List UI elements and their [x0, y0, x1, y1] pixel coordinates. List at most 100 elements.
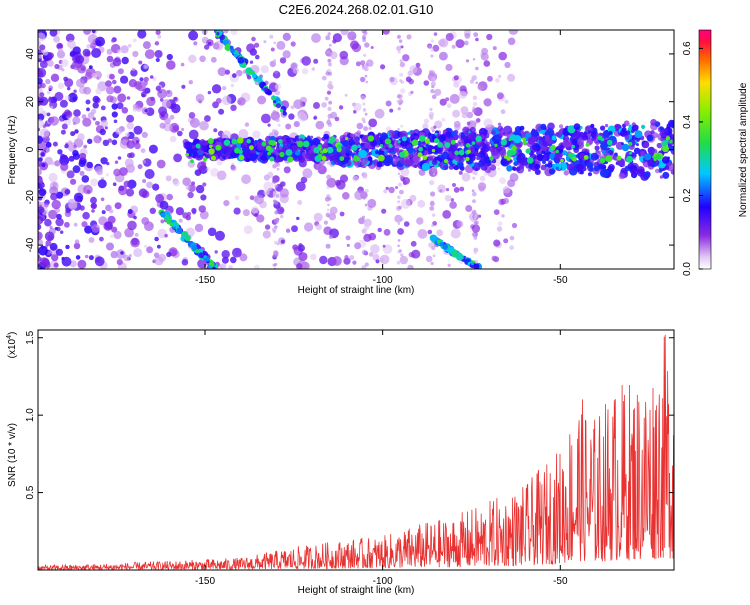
heatmap-cell — [414, 135, 419, 140]
heatmap-cell — [228, 265, 233, 269]
heatmap-cell — [397, 140, 401, 144]
heatmap-cell — [148, 144, 158, 154]
heatmap-cell — [91, 224, 100, 233]
heatmap-cell — [345, 235, 351, 241]
heatmap-cell — [38, 206, 45, 214]
heatmap-cell — [126, 96, 131, 100]
heatmap-cell — [471, 75, 477, 80]
heatmap-cell — [114, 202, 122, 210]
heatmap-cell — [38, 245, 48, 256]
heatmap-cell — [490, 163, 496, 169]
heatmap-cell — [545, 128, 555, 137]
heatmap-cell — [543, 156, 548, 161]
heatmap-cell — [319, 255, 328, 265]
heatmap-cell — [127, 179, 137, 189]
heatmap-cell — [409, 65, 418, 74]
heatmap-cell — [507, 73, 516, 82]
heatmap-cell — [399, 79, 402, 83]
heatmap-cell — [340, 30, 349, 36]
heatmap-cell — [86, 161, 93, 169]
heatmap-cell — [156, 159, 166, 169]
heatmap-cell — [652, 148, 658, 154]
heatmap-cell — [354, 242, 362, 250]
heatmap-cell — [128, 254, 132, 258]
heatmap-cell — [230, 256, 237, 264]
heatmap-cell — [466, 149, 471, 154]
heatmap-cell — [264, 224, 271, 230]
heatmap-cell — [317, 153, 323, 159]
heatmap-cell — [430, 126, 434, 131]
heatmap-cell — [399, 218, 403, 222]
heatmap-cell — [101, 210, 106, 215]
heatmap-cell — [64, 95, 70, 101]
heatmap-cell — [293, 99, 304, 110]
heatmap-cell — [489, 156, 494, 161]
heatmap-cell — [399, 59, 403, 63]
heatmap-cell — [200, 194, 207, 201]
heatmap-cell — [328, 213, 337, 221]
heatmap-cell — [74, 239, 80, 244]
heatmap-cell — [116, 259, 123, 266]
heatmap-cell — [246, 43, 256, 53]
heatmap-cell — [239, 253, 248, 262]
heatmap-cell — [119, 167, 128, 176]
heatmap-cell — [457, 161, 464, 168]
heatmap-cell — [67, 86, 71, 91]
heatmap-cell — [60, 162, 69, 171]
heatmap-cell — [313, 212, 323, 222]
heatmap-cell — [332, 39, 337, 44]
heatmap-cell — [497, 221, 503, 227]
heatmap-cell — [458, 170, 463, 175]
heatmap-cell — [38, 32, 46, 42]
heatmap-cell — [45, 240, 52, 247]
heatmap-cell — [158, 106, 168, 116]
heatmap-cell — [344, 93, 348, 97]
heatmap-cell — [166, 193, 173, 201]
heatmap-cell — [363, 233, 372, 242]
heatmap-cell — [150, 223, 154, 227]
heatmap-cell — [397, 239, 401, 242]
heatmap-cell — [360, 142, 365, 147]
heatmap-cell — [100, 157, 108, 165]
heatmap-cell — [221, 250, 230, 259]
heatmap-cell — [534, 163, 541, 170]
heatmap-cell — [397, 244, 400, 248]
heatmap-cell — [422, 155, 428, 161]
heatmap-cell — [458, 149, 465, 156]
heatmap-cell — [430, 39, 434, 43]
heatmap-cell — [290, 144, 298, 153]
heatmap-cell — [379, 144, 383, 148]
heatmap-cell — [378, 154, 385, 162]
heatmap-cell — [38, 219, 42, 224]
heatmap-cell — [61, 154, 68, 161]
heatmap-cell — [527, 136, 537, 145]
heatmap-cell — [201, 145, 208, 152]
heatmap-cell — [363, 224, 370, 231]
heatmap-cell — [188, 30, 199, 41]
heatmap-cell — [329, 64, 332, 67]
heatmap-cell — [473, 250, 477, 255]
heatmap-cell — [38, 256, 42, 262]
heatmap-cell — [393, 134, 398, 138]
top-y-tick-label: -20 — [25, 190, 36, 205]
heatmap-cell — [234, 147, 241, 154]
heatmap-cell — [367, 198, 377, 208]
heatmap-cell — [400, 198, 411, 209]
heatmap-cell — [568, 152, 573, 158]
heatmap-cell — [236, 137, 244, 144]
heatmap-cell — [154, 41, 160, 46]
heatmap-cell — [260, 65, 269, 74]
heatmap-cell — [90, 202, 98, 210]
heatmap-cell — [242, 209, 250, 217]
heatmap-cell — [326, 146, 334, 154]
heatmap-cell — [423, 118, 430, 124]
heatmap-cell — [192, 210, 197, 215]
heatmap-cell — [117, 93, 127, 103]
heatmap-cell — [81, 175, 90, 183]
heatmap-cell — [396, 99, 401, 104]
heatmap-cell — [274, 210, 279, 215]
heatmap-cell — [498, 74, 502, 78]
heatmap-cell — [627, 162, 635, 170]
heatmap-cell — [51, 253, 59, 262]
heatmap-cell — [497, 125, 504, 132]
